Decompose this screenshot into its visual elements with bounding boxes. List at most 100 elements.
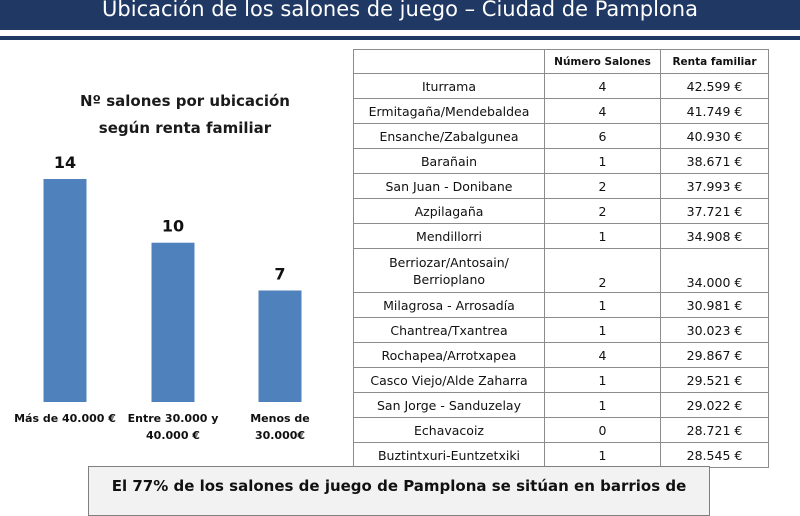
table-row: San Jorge - Sanduzelay 1 29.022 € xyxy=(353,392,769,418)
salones-table: Número Salones Renta familiar Iturrama 4 4… xyxy=(353,49,769,468)
barrio-name-cell: Milagrosa - Arrosadía xyxy=(353,292,545,318)
category-label: 40.000 € xyxy=(146,429,200,442)
table-row: Echavacoiz 0 28.721 € xyxy=(353,417,769,443)
table-row: Berriozar/Antosain/Berrioplano 2 34.000 € xyxy=(353,248,769,293)
table-row: Azpilagaña 2 37.721 € xyxy=(353,198,769,224)
renta-cell: 34.908 € xyxy=(660,223,769,249)
barrio-name-cell: Azpilagaña xyxy=(353,198,545,224)
barrio-name-line: Berrioplano xyxy=(412,271,486,287)
renta-cell: 28.721 € xyxy=(660,417,769,443)
barrio-name-cell: Ensanche/Zabalgunea xyxy=(353,123,545,149)
salones-count-cell: 1 xyxy=(544,317,661,343)
barrio-name-line: Berriozar/Antosain/ xyxy=(389,254,509,270)
barrio-name-line: Echavacoiz xyxy=(414,422,484,438)
bar xyxy=(43,179,87,402)
header-cell-salones: Número Salones xyxy=(544,49,661,74)
table-row: Rochapea/Arrotxapea 4 29.867 € xyxy=(353,342,769,368)
barrio-name-line: Casco Viejo/Alde Zaharra xyxy=(370,372,528,388)
salones-count-cell: 1 xyxy=(544,223,661,249)
barrio-name-line: Buztintxuri-Euntzetxiki xyxy=(377,447,521,463)
salones-count-cell: 1 xyxy=(544,292,661,318)
renta-cell: 29.867 € xyxy=(660,342,769,368)
table-row: Casco Viejo/Alde Zaharra 1 29.521 € xyxy=(353,367,769,393)
data-label: 7 xyxy=(274,265,285,284)
renta-cell: 34.000 € xyxy=(660,248,769,293)
barrio-name-line: San Juan - Donibane xyxy=(385,178,513,194)
category-label: Menos de xyxy=(250,412,310,425)
barrio-name-line: Chantrea/Txantrea xyxy=(390,322,508,338)
table-row: Milagrosa - Arrosadía 1 30.981 € xyxy=(353,292,769,318)
header-cell-barrio xyxy=(353,49,545,74)
barrio-name-cell: Echavacoiz xyxy=(353,417,545,443)
barrio-name-line: San Jorge - Sanduzelay xyxy=(377,397,521,413)
chart-title-line1: Nº salones por ubicación xyxy=(80,92,290,110)
renta-cell: 40.930 € xyxy=(660,123,769,149)
table-row: Ermitagaña/Mendebaldea 4 41.749 € xyxy=(353,98,769,124)
barrio-name-cell: Rochapea/Arrotxapea xyxy=(353,342,545,368)
header-divider xyxy=(0,36,800,40)
data-label: 10 xyxy=(162,217,184,236)
salones-count-cell: 4 xyxy=(544,342,661,368)
barrio-name-cell: Iturrama xyxy=(353,73,545,99)
renta-cell: 30.023 € xyxy=(660,317,769,343)
salones-count-cell: 4 xyxy=(544,98,661,124)
salones-count-cell: 4 xyxy=(544,73,661,99)
table-row: Buztintxuri-Euntzetxiki 1 28.545 € xyxy=(353,442,769,468)
salones-count-cell: 2 xyxy=(544,173,661,199)
renta-cell: 37.721 € xyxy=(660,198,769,224)
renta-cell: 30.981 € xyxy=(660,292,769,318)
chart-title-line2: según renta familiar xyxy=(98,119,272,137)
barrio-name-line: Azpilagaña xyxy=(414,203,484,219)
barrio-name-cell: Barañain xyxy=(353,148,545,174)
barrio-name-line: Ermitagaña/Mendebaldea xyxy=(368,103,530,119)
barrio-name-line: Milagrosa - Arrosadía xyxy=(383,297,515,313)
bar xyxy=(151,242,195,402)
salones-count-cell: 2 xyxy=(544,198,661,224)
bar xyxy=(258,290,302,402)
barrio-name-cell: Berriozar/Antosain/Berrioplano xyxy=(353,248,545,293)
salones-count-cell: 1 xyxy=(544,148,661,174)
data-label: 14 xyxy=(54,153,76,172)
conclusion-box: El 77% de los salones de juego de Pamplo… xyxy=(88,466,710,516)
barrio-name-cell: San Juan - Donibane xyxy=(353,173,545,199)
table-header-row: Número Salones Renta familiar xyxy=(353,49,769,74)
barrio-name-line: Iturrama xyxy=(421,78,477,94)
salones-count-cell: 2 xyxy=(544,248,661,293)
barrio-name-line: Barañain xyxy=(420,153,477,169)
page-title: Ubicación de los salones de juego – Ciud… xyxy=(102,0,698,21)
barrio-name-cell: Casco Viejo/Alde Zaharra xyxy=(353,367,545,393)
table-row: Barañain 1 38.671 € xyxy=(353,148,769,174)
barrio-name-line: Ensanche/Zabalgunea xyxy=(379,128,519,144)
table-row: Mendillorri 1 34.908 € xyxy=(353,223,769,249)
barrio-name-cell: San Jorge - Sanduzelay xyxy=(353,392,545,418)
renta-cell: 37.993 € xyxy=(660,173,769,199)
barrio-name-line: Mendillorri xyxy=(416,228,482,244)
barrio-name-cell: Mendillorri xyxy=(353,223,545,249)
renta-cell: 29.521 € xyxy=(660,367,769,393)
category-label: 30.000€ xyxy=(255,429,305,442)
table-row: Ensanche/Zabalgunea 6 40.930 € xyxy=(353,123,769,149)
category-label: Entre 30.000 y xyxy=(128,412,219,425)
table-row: Iturrama 4 42.599 € xyxy=(353,73,769,99)
salones-count-cell: 6 xyxy=(544,123,661,149)
salones-count-cell: 0 xyxy=(544,417,661,443)
barrio-name-cell: Chantrea/Txantrea xyxy=(353,317,545,343)
renta-cell: 41.749 € xyxy=(660,98,769,124)
category-label: Más de 40.000 € xyxy=(14,412,116,425)
header-cell-renta: Renta familiar xyxy=(660,49,769,74)
renta-cell: 42.599 € xyxy=(660,73,769,99)
renta-cell: 38.671 € xyxy=(660,148,769,174)
salones-count-cell: 1 xyxy=(544,367,661,393)
chart-title: Nº salones por ubicación según renta fam… xyxy=(30,88,340,142)
header-bar: Ubicación de los salones de juego – Ciud… xyxy=(0,0,800,30)
barrio-name-cell: Buztintxuri-Euntzetxiki xyxy=(353,442,545,468)
renta-cell: 29.022 € xyxy=(660,392,769,418)
table-body: Iturrama 4 42.599 € Ermitagaña/Mendebaldea 4… xyxy=(353,73,769,468)
salones-count-cell: 1 xyxy=(544,392,661,418)
conclusion-text: El 77% de los salones de juego de Pamplo… xyxy=(111,477,687,495)
barrio-name-cell: Ermitagaña/Mendebaldea xyxy=(353,98,545,124)
bar-chart: 14 Más de 40.000 € 10 Entre 30.000 y 40.000 … xyxy=(14,153,310,442)
table-row: San Juan - Donibane 2 37.993 € xyxy=(353,173,769,199)
salones-count-cell: 1 xyxy=(544,442,661,468)
table-row: Chantrea/Txantrea 1 30.023 € xyxy=(353,317,769,343)
